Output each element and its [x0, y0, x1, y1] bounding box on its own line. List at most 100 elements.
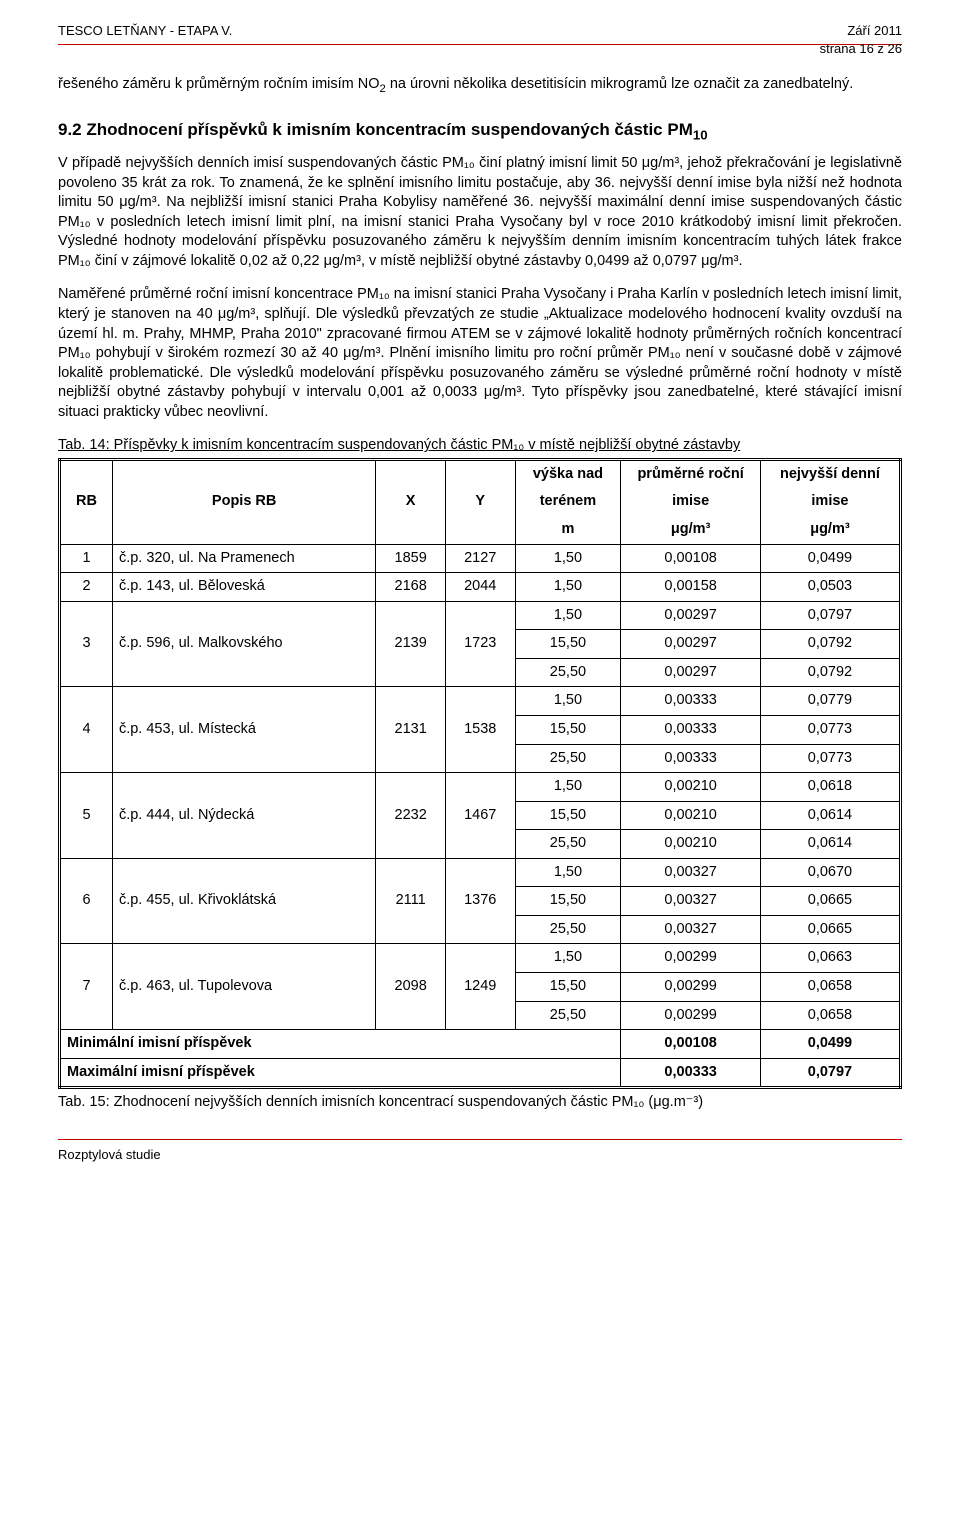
cell-nej: 0,0792	[760, 658, 900, 687]
cell-vyska: 25,50	[515, 658, 621, 687]
page-header: Září 2011 strana 16 z 26 TESCO LETŇANY -…	[58, 22, 902, 40]
cell-prum: 0,00333	[621, 715, 761, 744]
cell-x: 2111	[376, 858, 446, 944]
cell-nej: 0,0658	[760, 1001, 900, 1030]
cell-y: 2044	[445, 573, 515, 602]
table-row: 3č.p. 596, ul. Malkovského213917231,500,…	[60, 601, 901, 630]
cell-rb: 2	[60, 573, 113, 602]
th-rb: RB	[60, 459, 113, 544]
cell-max-nej: 0,0797	[760, 1058, 900, 1088]
table-row-min: Minimální imisní příspěvek0,001080,0499	[60, 1030, 901, 1059]
footer-rule	[58, 1139, 902, 1140]
cell-prum: 0,00299	[621, 944, 761, 973]
header-page: strana 16 z 26	[820, 40, 902, 58]
cell-rb: 7	[60, 944, 113, 1030]
cell-vyska: 15,50	[515, 801, 621, 830]
cell-prum: 0,00210	[621, 773, 761, 802]
cell-y: 1538	[445, 687, 515, 773]
cell-y: 1723	[445, 601, 515, 687]
th-nej-1: nejvyšší denní	[760, 459, 900, 488]
cell-nej: 0,0503	[760, 573, 900, 602]
cell-popis: č.p. 455, ul. Křivoklátská	[112, 858, 375, 944]
cell-nej: 0,0663	[760, 944, 900, 973]
th-x: X	[376, 459, 446, 544]
cell-nej: 0,0665	[760, 887, 900, 916]
cell-vyska: 1,50	[515, 544, 621, 573]
cell-x: 2131	[376, 687, 446, 773]
cell-y: 2127	[445, 544, 515, 573]
cell-vyska: 25,50	[515, 915, 621, 944]
table-14: RB Popis RB X Y výška nad průměrné roční…	[58, 458, 902, 1089]
cell-y: 1249	[445, 944, 515, 1030]
cell-prum: 0,00333	[621, 687, 761, 716]
th-nej-3: μg/m³	[760, 516, 900, 544]
cell-nej: 0,0614	[760, 801, 900, 830]
th-vyska-2: terénem	[515, 488, 621, 516]
cell-popis: č.p. 463, ul. Tupolevova	[112, 944, 375, 1030]
cell-popis: č.p. 444, ul. Nýdecká	[112, 773, 375, 859]
cell-x: 2098	[376, 944, 446, 1030]
th-prum-2: imise	[621, 488, 761, 516]
cell-max-label: Maximální imisní příspěvek	[60, 1058, 621, 1088]
cell-prum: 0,00327	[621, 858, 761, 887]
th-vyska-1: výška nad	[515, 459, 621, 488]
cell-rb: 1	[60, 544, 113, 573]
cell-min-label: Minimální imisní příspěvek	[60, 1030, 621, 1059]
cell-nej: 0,0658	[760, 973, 900, 1002]
cell-nej: 0,0779	[760, 687, 900, 716]
cell-y: 1467	[445, 773, 515, 859]
th-vyska-3: m	[515, 516, 621, 544]
table-row: 7č.p. 463, ul. Tupolevova209812491,500,0…	[60, 944, 901, 973]
cell-vyska: 1,50	[515, 687, 621, 716]
cell-x: 2168	[376, 573, 446, 602]
para-1: řešeného záměru k průměrným ročním imisí…	[58, 75, 902, 97]
cell-popis: č.p. 320, ul. Na Pramenech	[112, 544, 375, 573]
cell-nej: 0,0499	[760, 544, 900, 573]
cell-prum: 0,00297	[621, 601, 761, 630]
cell-prum: 0,00333	[621, 744, 761, 773]
header-date: Září 2011	[820, 22, 902, 40]
footer-text: Rozptylová studie	[58, 1146, 902, 1164]
cell-prum: 0,00297	[621, 658, 761, 687]
section-heading: 9.2 Zhodnocení příspěvků k imisním konce…	[58, 119, 902, 144]
cell-rb: 6	[60, 858, 113, 944]
header-title: TESCO LETŇANY - ETAPA V.	[58, 22, 902, 40]
cell-prum: 0,00299	[621, 973, 761, 1002]
cell-vyska: 25,50	[515, 744, 621, 773]
cell-max-prum: 0,00333	[621, 1058, 761, 1088]
cell-nej: 0,0618	[760, 773, 900, 802]
cell-nej: 0,0792	[760, 630, 900, 659]
cell-popis: č.p. 143, ul. Běloveská	[112, 573, 375, 602]
cell-nej: 0,0614	[760, 830, 900, 859]
table-row: 6č.p. 455, ul. Křivoklátská211113761,500…	[60, 858, 901, 887]
cell-prum: 0,00108	[621, 544, 761, 573]
cell-min-prum: 0,00108	[621, 1030, 761, 1059]
table-row-max: Maximální imisní příspěvek0,003330,0797	[60, 1058, 901, 1088]
cell-vyska: 1,50	[515, 601, 621, 630]
cell-x: 2139	[376, 601, 446, 687]
table-row: 5č.p. 444, ul. Nýdecká223214671,500,0021…	[60, 773, 901, 802]
th-nej-2: imise	[760, 488, 900, 516]
cell-prum: 0,00327	[621, 915, 761, 944]
table-row: 2č.p. 143, ul. Běloveská216820441,500,00…	[60, 573, 901, 602]
cell-nej: 0,0773	[760, 744, 900, 773]
cell-min-nej: 0,0499	[760, 1030, 900, 1059]
cell-y: 1376	[445, 858, 515, 944]
cell-x: 2232	[376, 773, 446, 859]
header-rule	[58, 44, 902, 45]
th-y: Y	[445, 459, 515, 544]
cell-prum: 0,00297	[621, 630, 761, 659]
th-prum-3: μg/m³	[621, 516, 761, 544]
cell-rb: 5	[60, 773, 113, 859]
cell-nej: 0,0797	[760, 601, 900, 630]
cell-vyska: 1,50	[515, 858, 621, 887]
table-row: 4č.p. 453, ul. Místecká213115381,500,003…	[60, 687, 901, 716]
cell-prum: 0,00327	[621, 887, 761, 916]
cell-vyska: 1,50	[515, 573, 621, 602]
cell-nej: 0,0670	[760, 858, 900, 887]
cell-vyska: 15,50	[515, 973, 621, 1002]
cell-vyska: 1,50	[515, 773, 621, 802]
cell-popis: č.p. 596, ul. Malkovského	[112, 601, 375, 687]
cell-prum: 0,00210	[621, 801, 761, 830]
cell-vyska: 25,50	[515, 830, 621, 859]
